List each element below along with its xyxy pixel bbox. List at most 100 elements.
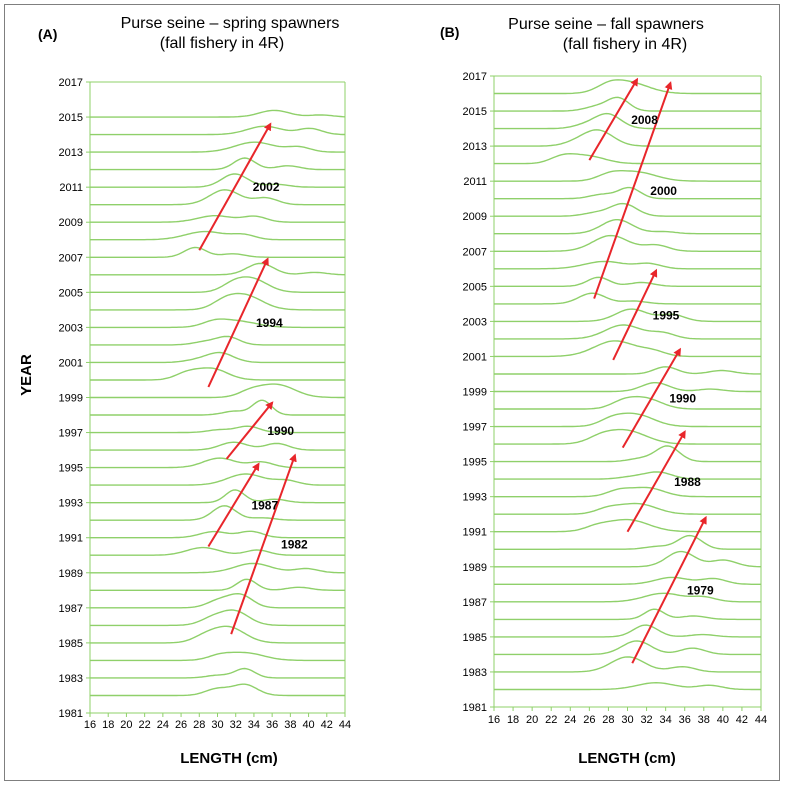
- x-tick-label: 36: [266, 719, 278, 731]
- ridge-line-1983: [90, 667, 345, 679]
- x-tick-label: 32: [640, 714, 652, 726]
- y-tick-label: 1999: [463, 387, 487, 399]
- ridge-line-1997: [90, 425, 345, 434]
- y-tick-label: 2009: [463, 211, 487, 223]
- cohort-label-1990: 1990: [267, 424, 294, 438]
- ridge-line-1982: [494, 681, 761, 691]
- cohort-label-1979: 1979: [687, 583, 714, 597]
- y-tick-label: 1995: [59, 463, 83, 475]
- ridge-line-2007: [90, 246, 345, 258]
- ridge-line-2011: [90, 173, 345, 188]
- x-tick-label: 28: [602, 714, 614, 726]
- ridge-line-1992: [494, 502, 761, 515]
- y-tick-label: 1985: [59, 638, 83, 650]
- panel-a-title-line1: Purse seine – spring spawners: [121, 15, 340, 32]
- ridge-line-1992: [90, 505, 345, 521]
- ridge-line-2005: [90, 276, 345, 293]
- cohort-label-1988: 1988: [674, 475, 701, 489]
- x-tick-label: 20: [120, 719, 132, 731]
- x-tick-label: 24: [157, 719, 169, 731]
- ridge-line-1995: [90, 457, 345, 469]
- y-tick-label: 1981: [463, 702, 487, 714]
- ridge-line-1990: [494, 534, 761, 550]
- x-tick-label: 36: [679, 714, 691, 726]
- ridge-line-2000: [90, 367, 345, 381]
- ridge-line-1998: [494, 395, 761, 410]
- y-tick-label: 1999: [59, 393, 83, 405]
- x-tick-label: 40: [302, 719, 314, 731]
- y-tick-label: 2005: [59, 287, 83, 299]
- x-tick-label: 26: [583, 714, 595, 726]
- ridge-line-2003: [494, 308, 761, 323]
- ridge-line-1988: [90, 578, 345, 591]
- ridge-line-1993: [90, 489, 345, 504]
- ridge-line-2008: [90, 230, 345, 241]
- cohort-label-1994: 1994: [256, 316, 283, 330]
- ridge-line-2005: [494, 276, 761, 287]
- y-tick-label: 2011: [59, 182, 83, 194]
- y-tick-label: 2001: [59, 357, 83, 369]
- ridge-line-2002: [90, 335, 345, 346]
- cohort-arrow-1990: [621, 347, 681, 449]
- ridge-line-2012: [494, 152, 761, 165]
- ridge-line-1987: [494, 592, 761, 603]
- ridge-line-2013: [494, 129, 761, 147]
- ridge-line-1999: [494, 382, 761, 393]
- ridge-line-2001: [494, 340, 761, 358]
- panel-b-plot: 1981 1983 1985 1987 1989 1991 1993 1995 1997 1999…: [463, 71, 768, 726]
- ridge-line-2015: [90, 109, 346, 118]
- panel-b-label: (B): [440, 24, 459, 40]
- x-tick-label: 20: [526, 714, 538, 726]
- y-tick-label: 2013: [59, 147, 83, 159]
- y-tick-label: 1989: [463, 562, 487, 574]
- ridge-line-2008: [494, 219, 761, 235]
- cohort-arrow-1994: [207, 257, 269, 388]
- y-tick-label: 2001: [463, 351, 487, 363]
- y-tick-label: 2013: [463, 141, 487, 153]
- ridge-line-1994: [494, 471, 761, 480]
- x-tick-label: 42: [321, 719, 333, 731]
- x-tick-label: 16: [84, 719, 96, 731]
- ridge-line-1996: [494, 428, 761, 445]
- x-tick-label: 16: [488, 714, 500, 726]
- y-tick-label: 1993: [463, 492, 487, 504]
- y-tick-label: 1995: [463, 457, 487, 469]
- y-tick-label: 2003: [463, 316, 487, 328]
- x-tick-label: 24: [564, 714, 576, 726]
- ridge-line-1989: [494, 550, 761, 568]
- cohort-label-1982: 1982: [281, 538, 308, 552]
- x-tick-label: 26: [175, 719, 187, 731]
- y-tick-label: 1983: [463, 667, 487, 679]
- ridge-line-1986: [494, 608, 761, 621]
- y-tick-label: 1991: [59, 533, 83, 545]
- cohort-arrow-2000: [593, 81, 673, 299]
- y-tick-label: 1993: [59, 498, 83, 510]
- ridge-line-2004: [90, 292, 345, 311]
- x-tick-label: 28: [193, 719, 205, 731]
- panel-a-label: (A): [38, 26, 57, 42]
- ridge-line-1996: [90, 441, 345, 451]
- cohort-label-1995: 1995: [653, 308, 680, 322]
- y-tick-label: 2007: [463, 246, 487, 258]
- ridge-line-2000: [494, 366, 761, 375]
- panel-a-xlabel: LENGTH (cm): [180, 750, 278, 767]
- cohort-arrow-1990: [225, 401, 274, 460]
- ridge-line-2006: [90, 262, 345, 276]
- x-tick-label: 18: [102, 719, 114, 731]
- ridge-line-1990: [90, 546, 345, 556]
- cohort-arrow-1995: [612, 268, 658, 361]
- ridge-line-2016: [494, 79, 761, 95]
- panel-b-xlabel: LENGTH (cm): [578, 750, 676, 767]
- ridge-line-2002: [494, 324, 761, 340]
- ridge-line-1983: [494, 656, 761, 673]
- ridge-line-1994: [90, 473, 345, 486]
- y-axis-title: YEAR: [18, 354, 35, 396]
- cohort-arrow-2002: [198, 122, 272, 251]
- x-tick-label: 34: [660, 714, 672, 726]
- x-tick-label: 40: [717, 714, 729, 726]
- ridge-line-2013: [90, 141, 345, 153]
- ridge-line-1999: [90, 383, 345, 399]
- ridge-line-2009: [90, 215, 345, 223]
- y-tick-label: 1987: [59, 603, 83, 615]
- y-tick-label: 1981: [59, 708, 83, 720]
